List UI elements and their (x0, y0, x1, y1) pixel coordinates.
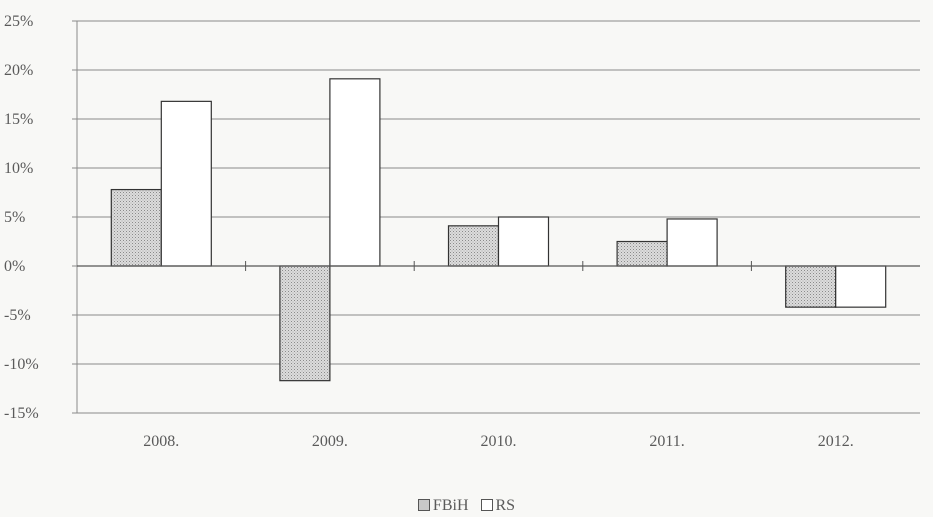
y-tick-label-8: 25% (4, 13, 33, 30)
gridlines (77, 20, 920, 414)
legend-label-rs: RS (495, 497, 516, 514)
y-tick-label-2: -5% (4, 307, 31, 324)
bar-rs-4 (835, 265, 887, 308)
bar-fbih-1 (279, 265, 331, 382)
bar-fbih-0 (110, 188, 162, 267)
bar-rs-1 (329, 78, 381, 267)
legend-item-rs: RS (480, 497, 516, 515)
y-tick-label-5: 10% (4, 160, 33, 177)
bar-rs-3 (666, 218, 718, 267)
y-tick-label-7: 20% (4, 62, 33, 79)
legend-item-fbih: FBiH (417, 497, 469, 515)
bars (77, 78, 920, 382)
y-tick-labels: -15% -10% -5% 0% 5% 10% 15% 20% 25% (4, 13, 39, 422)
bar-fbih-3 (616, 240, 668, 267)
bar-rs-0 (160, 100, 212, 267)
y-tick-label-1: -10% (4, 356, 39, 373)
y-tick-label-4: 5% (4, 209, 25, 226)
x-tick-label-4: 2012. (818, 433, 854, 450)
y-tick-label-6: 15% (4, 111, 33, 128)
legend-swatch-rs (480, 499, 493, 511)
x-tick-label-2: 2010. (481, 433, 517, 450)
bar-rs-2 (497, 216, 550, 267)
axes (72, 20, 78, 414)
bar-fbih-4 (785, 265, 837, 308)
y-tick-label-3: 0% (4, 258, 25, 275)
legend: FBiH RS (0, 497, 933, 515)
x-tick-label-1: 2009. (312, 433, 348, 450)
legend-swatch-fbih (417, 499, 430, 511)
x-tick-labels: 2008. 2009. 2010. 2011. 2012. (143, 433, 853, 450)
y-tick-label-0: -15% (4, 405, 39, 422)
legend-label-fbih: FBiH (432, 497, 469, 514)
bar-fbih-2 (447, 225, 500, 267)
x-tick-label-3: 2011. (649, 433, 684, 450)
x-tick-label-0: 2008. (143, 433, 179, 450)
